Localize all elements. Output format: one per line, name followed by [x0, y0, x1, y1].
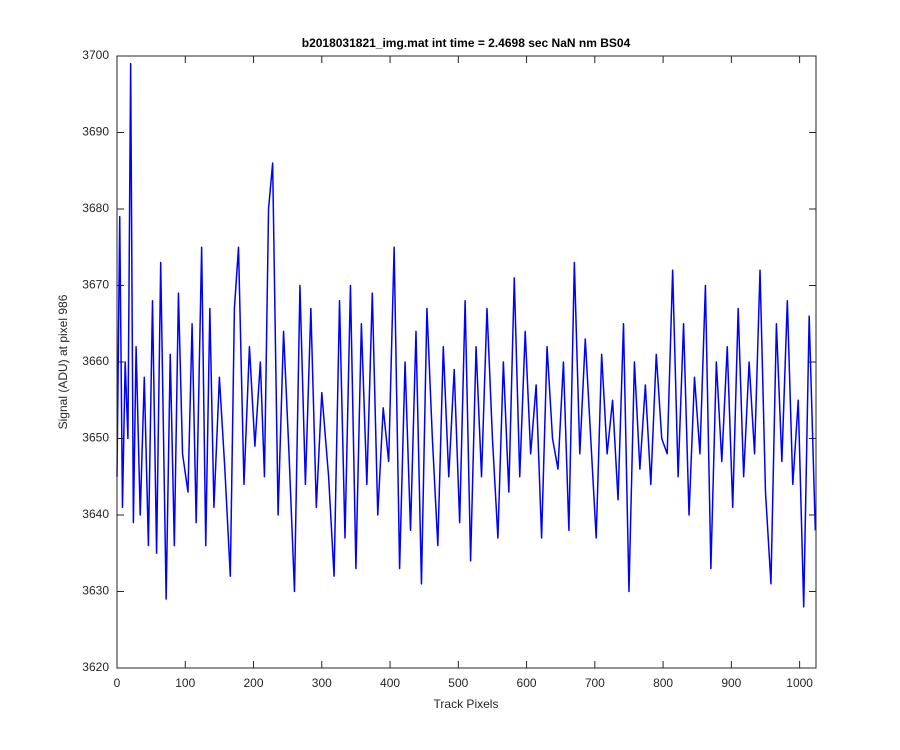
y-tick-label: 3630 [82, 584, 109, 598]
x-tick-label: 600 [517, 676, 537, 690]
x-tick-label: 0 [114, 676, 121, 690]
x-tick-label: 300 [312, 676, 332, 690]
x-tick-label: 200 [244, 676, 264, 690]
y-tick-label: 3640 [82, 507, 109, 521]
x-tick-label: 800 [653, 676, 673, 690]
x-tick-label: 900 [721, 676, 741, 690]
data-line [116, 62, 817, 608]
x-tick-label: 400 [380, 676, 400, 690]
y-tick-label: 3660 [82, 354, 109, 368]
x-tick-label: 1000 [786, 676, 813, 690]
y-axis-label: Signal (ADU) at pixel 986 [56, 294, 70, 429]
x-tick-label: 700 [585, 676, 605, 690]
axes-box [116, 55, 817, 669]
x-axis-label: Track Pixels [434, 697, 499, 711]
y-tick-label: 3670 [82, 278, 109, 292]
y-tick-label: 3650 [82, 431, 109, 445]
y-tick-label: 3700 [82, 48, 109, 62]
chart-title: b2018031821_img.mat int time = 2.4698 se… [302, 36, 631, 50]
y-tick-label: 3690 [82, 125, 109, 139]
y-tick-label: 3680 [82, 201, 109, 215]
x-tick-label: 100 [175, 676, 195, 690]
x-tick-label: 500 [448, 676, 468, 690]
y-tick-label: 3620 [82, 660, 109, 674]
